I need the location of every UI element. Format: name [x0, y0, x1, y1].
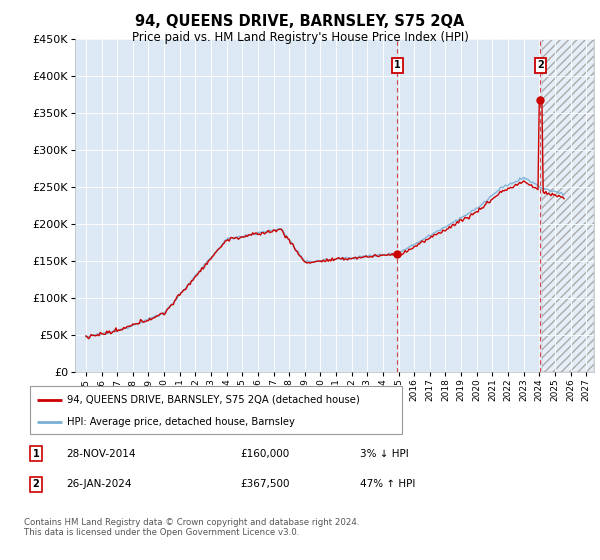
Text: £160,000: £160,000: [240, 449, 289, 459]
Text: 94, QUEENS DRIVE, BARNSLEY, S75 2QA: 94, QUEENS DRIVE, BARNSLEY, S75 2QA: [136, 14, 464, 29]
Text: Price paid vs. HM Land Registry's House Price Index (HPI): Price paid vs. HM Land Registry's House …: [131, 31, 469, 44]
Text: 2: 2: [537, 60, 544, 70]
Text: 94, QUEENS DRIVE, BARNSLEY, S75 2QA (detached house): 94, QUEENS DRIVE, BARNSLEY, S75 2QA (det…: [67, 395, 360, 405]
Text: 28-NOV-2014: 28-NOV-2014: [66, 449, 136, 459]
Text: 47% ↑ HPI: 47% ↑ HPI: [360, 479, 415, 489]
Text: 1: 1: [394, 60, 401, 70]
Text: 26-JAN-2024: 26-JAN-2024: [66, 479, 131, 489]
Text: Contains HM Land Registry data © Crown copyright and database right 2024.
This d: Contains HM Land Registry data © Crown c…: [24, 518, 359, 538]
Text: £367,500: £367,500: [240, 479, 290, 489]
Text: 2: 2: [32, 479, 40, 489]
Text: 3% ↓ HPI: 3% ↓ HPI: [360, 449, 409, 459]
Text: HPI: Average price, detached house, Barnsley: HPI: Average price, detached house, Barn…: [67, 417, 295, 427]
Polygon shape: [542, 39, 594, 372]
FancyBboxPatch shape: [30, 386, 402, 434]
Text: 1: 1: [32, 449, 40, 459]
